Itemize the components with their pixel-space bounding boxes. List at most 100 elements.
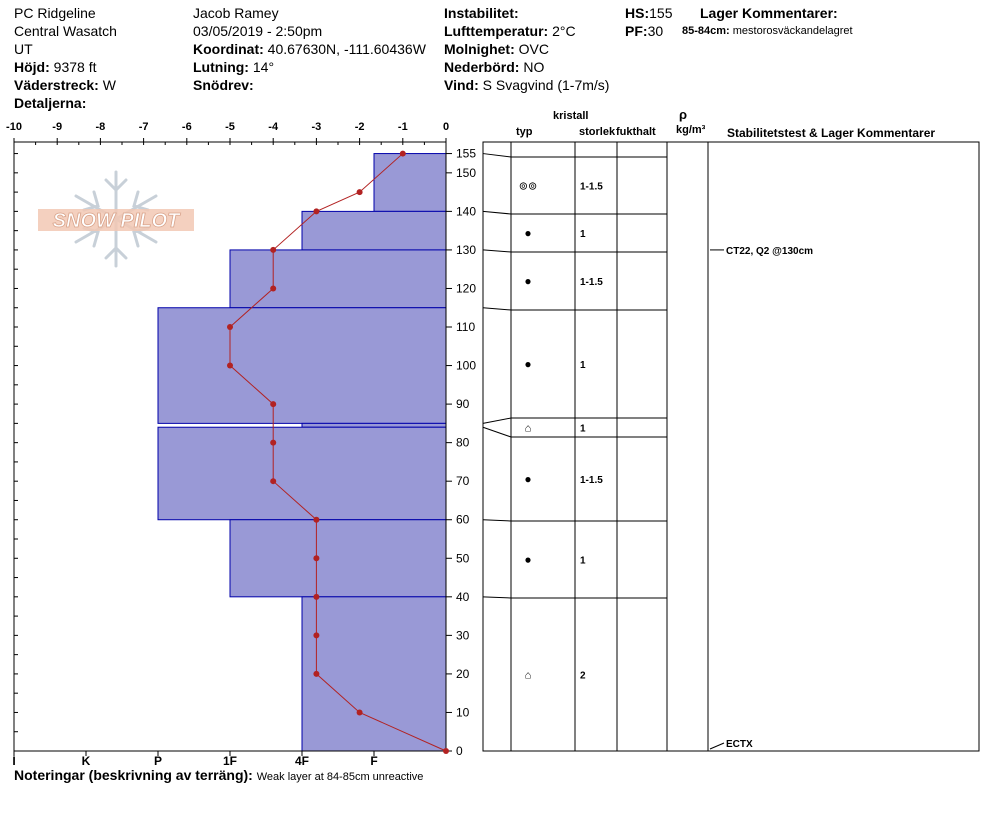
hardness-bar-1: [301, 210, 447, 251]
crystal-type-symbol: ●: [524, 357, 531, 371]
aspect-label: Väderstreck:: [14, 77, 99, 93]
temperature-point: [227, 362, 233, 369]
layer-table: ⊚⊚ 1-1.5 ● 1 ● 1-1.5 ● 1 ⌂ 1 ● 1-1.5 ● 1 ⌂ 2 CT22, Q2 @1…: [482, 141, 980, 752]
wind-value: S Svagvind (1-7m/s): [482, 77, 610, 93]
elevation-label: Höjd:: [14, 59, 50, 75]
size-column-header: storlek: [579, 126, 616, 138]
state: UT: [14, 41, 33, 57]
temperature-point: [313, 555, 320, 562]
depth-tick-label: 60: [456, 513, 470, 527]
hardness-bar-0: [373, 153, 447, 212]
drift-label: Snödrev:: [193, 77, 254, 93]
type-column-header: typ: [516, 126, 533, 138]
depth-tick-label: 155: [456, 147, 476, 161]
cloud-cover: Molnighet: OVC: [444, 41, 549, 57]
layer-connector: [482, 307, 512, 311]
crystal-size-label: 2: [580, 671, 586, 682]
crystal-type-symbol: ●: [524, 553, 531, 567]
observer: Jacob Ramey: [193, 5, 279, 21]
coordinates: Koordinat: 40.67630N, -111.60436W: [193, 41, 426, 57]
crystal-type-symbol: ●: [524, 472, 531, 486]
rho-symbol: ρ: [679, 107, 688, 122]
hardness-bars: [157, 153, 447, 752]
density-unit: kg/m³: [676, 124, 706, 136]
hardness-tick-label: F: [370, 754, 377, 768]
hardness-bar-2: [229, 249, 447, 309]
layer-connector: [482, 249, 512, 253]
depth-tick-label: 130: [456, 243, 476, 257]
mountain-range: Central Wasatch: [14, 23, 117, 39]
temp-tick-label: -4: [268, 121, 279, 133]
depth-tick-label: 0: [456, 744, 463, 758]
temp-tick-label: -10: [6, 121, 22, 133]
hardness-bar-6: [229, 519, 447, 598]
instability-label: Instabilitet:: [444, 5, 519, 21]
depth-tick-label: 100: [456, 359, 476, 373]
pf-label: PF:: [625, 23, 648, 39]
hardness-tick-label: P: [154, 754, 162, 768]
temp-tick-label: -1: [398, 121, 408, 133]
temperature-point: [270, 478, 277, 485]
hardness-tick-label: I: [12, 754, 15, 768]
stability-test-label: CT22, Q2 @130cm: [726, 246, 813, 257]
stability-arrow: [709, 742, 725, 750]
hardness-bar-4: [301, 422, 447, 428]
hardness-bar-5: [157, 426, 447, 521]
temperature-point: [270, 401, 277, 408]
depth-tick-label: 20: [456, 667, 470, 681]
aspect-value: W: [102, 77, 116, 93]
elevation: Höjd: 9378 ft: [14, 59, 96, 75]
air-temperature-value: 2°C: [552, 23, 576, 39]
temperature-line: [227, 150, 449, 754]
hs: HS:155: [625, 5, 672, 21]
crystal-size-label: 1: [580, 556, 586, 567]
crystal-size-label: 1: [580, 360, 586, 371]
crystal-type-symbol: ⊚⊚: [519, 181, 537, 193]
layer-comment-text: mestorosväckandelagret: [732, 25, 853, 37]
crystal-size-label: 1-1.5: [580, 475, 603, 486]
temp-tick-label: -7: [139, 121, 149, 133]
temperature-point: [313, 632, 320, 639]
table-border: [482, 141, 980, 752]
cloud-cover-value: OVC: [518, 41, 549, 57]
temp-tick-label: -6: [182, 121, 192, 133]
datetime: 03/05/2019 - 2:50pm: [193, 23, 323, 39]
crystal-size-label: 1: [580, 424, 586, 435]
wind-label: Vind:: [444, 77, 479, 93]
layer-connector: [482, 519, 512, 522]
temp-tick-label: -9: [52, 121, 62, 133]
hardness-bar-7: [301, 596, 447, 752]
temperature-point: [399, 150, 406, 157]
aspect: Väderstreck: W: [14, 77, 116, 93]
depth-tick-label: 110: [456, 320, 475, 334]
temperature-point: [313, 208, 320, 215]
cloud-cover-label: Molnighet:: [444, 41, 515, 57]
depth-tick-label: 50: [456, 551, 470, 565]
notes-label: Noteringar (beskrivning av terräng):: [14, 767, 253, 783]
layer-connector: [482, 417, 512, 424]
depth-tick-label: 140: [456, 204, 476, 218]
crystal-size-label: 1-1.5: [580, 182, 603, 193]
temperature-point: [270, 246, 277, 253]
temperature-point: [313, 670, 320, 677]
layer-connector: [482, 596, 512, 599]
temperature-point: [443, 748, 449, 754]
axes: -10 -9 -8 -7 -6 -5 -4 -3 -2 -1 0010203040506070809…: [6, 121, 476, 768]
hardness-tick-label: 1F: [223, 754, 237, 768]
layer-comments-label: Lager Kommentarer:: [700, 5, 838, 21]
temperature-point: [270, 285, 277, 292]
temp-tick-label: -3: [312, 121, 322, 133]
crystal-column-header: kristall: [553, 110, 589, 122]
coordinates-value: 40.67630N, -111.60436W: [267, 41, 426, 57]
temp-tick-label: -2: [355, 121, 365, 133]
temperature-point: [227, 324, 233, 331]
crystal-type-symbol: ●: [524, 226, 531, 240]
precipitation-value: NO: [523, 59, 545, 75]
temperature-point: [313, 593, 320, 600]
layer-comment-depth: 85-84cm:: [682, 25, 730, 37]
depth-tick-label: 120: [456, 281, 476, 295]
temperature-point: [270, 439, 277, 446]
layer-connector: [482, 210, 512, 215]
temp-tick-label: -8: [96, 121, 106, 133]
